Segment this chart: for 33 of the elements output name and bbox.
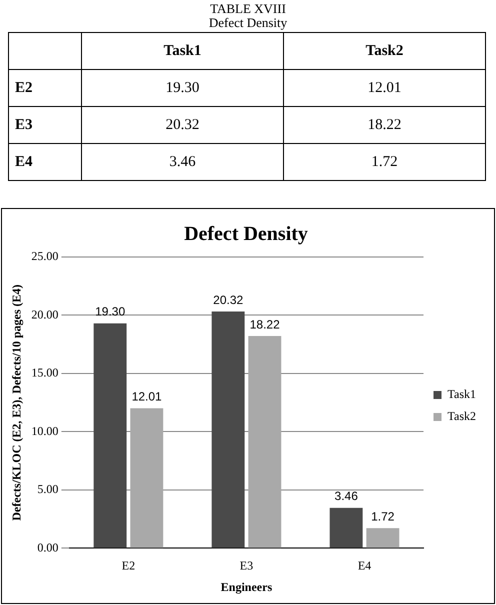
x-tick-label: E4 <box>358 558 372 573</box>
text: 1.72 <box>371 154 398 170</box>
data-label: 20.32 <box>213 292 244 307</box>
x-tick-label: E3 <box>240 558 254 573</box>
y-tick-label: 10.00 <box>31 424 58 438</box>
data-label: 3.46 <box>334 489 358 504</box>
text: 12.01 <box>368 80 402 96</box>
data-label: 12.01 <box>132 390 162 404</box>
legend-label: Task2 <box>448 409 476 424</box>
x-tick-label: E2 <box>122 558 136 573</box>
text: 18.22 <box>368 116 402 132</box>
text: 3.46 <box>169 154 196 170</box>
y-tick-label: 15.00 <box>31 366 58 380</box>
x-axis-title: Engineers <box>220 580 272 594</box>
text: Task2 <box>366 42 404 58</box>
category-label: E2 <box>15 80 33 96</box>
y-axis-title: Defects/KLOC (E2, E3), Defects/10 pages (E4) <box>9 284 24 521</box>
text: Defect Density <box>208 15 288 30</box>
y-tick-label: 25.00 <box>31 249 58 264</box>
data-label: 19.30 <box>95 304 126 319</box>
category-label: E3 <box>15 116 33 132</box>
legend-label: Task1 <box>448 387 476 402</box>
y-tick-label: 5.00 <box>37 482 58 496</box>
y-tick-label: 20.00 <box>31 307 58 322</box>
text: 20.32 <box>166 116 200 132</box>
text: TABLE XVIII <box>209 1 287 16</box>
text: Task1 <box>164 42 202 58</box>
data-label: 18.22 <box>250 317 280 332</box>
data-label: 1.72 <box>371 509 395 524</box>
chart-title: Defect Density <box>184 223 308 246</box>
category-label: E4 <box>15 154 33 170</box>
text: 19.30 <box>166 80 200 96</box>
y-tick-label: 0.00 <box>37 540 58 554</box>
